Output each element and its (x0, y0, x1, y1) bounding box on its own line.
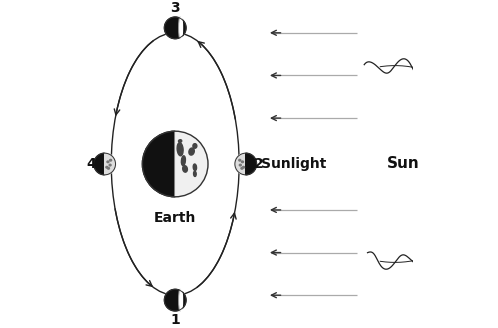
Ellipse shape (181, 156, 185, 166)
Circle shape (164, 289, 186, 311)
Ellipse shape (239, 159, 241, 161)
Ellipse shape (193, 164, 197, 171)
Ellipse shape (109, 164, 111, 166)
Text: 3: 3 (170, 1, 180, 15)
Wedge shape (142, 131, 175, 197)
Text: 4: 4 (86, 157, 96, 171)
Ellipse shape (240, 164, 242, 166)
Ellipse shape (189, 148, 194, 155)
Ellipse shape (242, 161, 244, 163)
Ellipse shape (177, 143, 183, 156)
Circle shape (94, 153, 116, 175)
Ellipse shape (179, 290, 181, 311)
Text: 1: 1 (170, 313, 180, 327)
Wedge shape (105, 153, 116, 175)
Ellipse shape (179, 17, 181, 38)
Ellipse shape (193, 144, 197, 148)
Ellipse shape (178, 140, 182, 142)
Text: Earth: Earth (154, 211, 196, 225)
Wedge shape (246, 153, 256, 175)
Wedge shape (94, 153, 105, 175)
Circle shape (164, 17, 186, 39)
Circle shape (164, 289, 186, 311)
Text: Sun: Sun (387, 156, 419, 172)
Ellipse shape (241, 168, 243, 169)
Wedge shape (235, 153, 246, 175)
Ellipse shape (180, 290, 182, 311)
Circle shape (235, 153, 256, 175)
Ellipse shape (110, 159, 112, 161)
Ellipse shape (180, 17, 182, 38)
Ellipse shape (194, 171, 196, 176)
Ellipse shape (183, 166, 187, 172)
Wedge shape (175, 131, 208, 197)
Circle shape (164, 17, 186, 39)
Ellipse shape (106, 166, 108, 168)
Text: Sunlight: Sunlight (260, 157, 326, 171)
Text: 2: 2 (254, 157, 264, 171)
Ellipse shape (108, 168, 110, 169)
Ellipse shape (107, 161, 109, 163)
Ellipse shape (243, 166, 245, 168)
